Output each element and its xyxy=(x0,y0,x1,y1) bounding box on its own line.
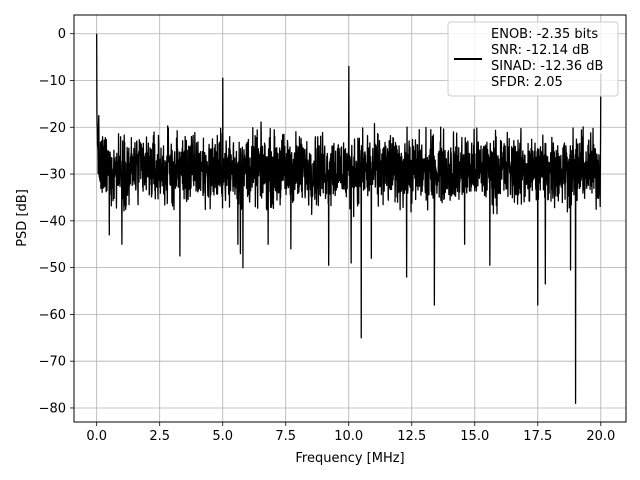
plot-frame xyxy=(73,14,627,423)
x-tick-label: 0.0 xyxy=(86,429,107,444)
x-tick-label: 5.0 xyxy=(212,429,233,444)
y-tick-label: −80 xyxy=(39,401,66,416)
psd-series xyxy=(96,33,602,404)
legend-entry-snr: SNR: -12.14 dB xyxy=(491,43,589,58)
legend-entry-enob: ENOB: -2.35 bits xyxy=(491,27,598,42)
x-tick-label: 15.0 xyxy=(460,429,489,444)
y-tick-label: −10 xyxy=(39,74,66,89)
x-tick-label: 7.5 xyxy=(275,429,296,444)
psd-series-line xyxy=(96,33,602,404)
x-tick-label: 12.5 xyxy=(397,429,426,444)
legend: ENOB: -2.35 bits SNR: -12.14 dB SINAD: -… xyxy=(447,21,619,97)
y-tick-label: −60 xyxy=(39,308,66,323)
y-tick-label: −20 xyxy=(39,121,66,136)
x-axis-label: Frequency [MHz] xyxy=(295,451,404,466)
y-tick-label: −70 xyxy=(39,355,66,370)
y-tick-label: −40 xyxy=(39,214,66,229)
x-tick-label: 10.0 xyxy=(334,429,363,444)
y-tick-label: 0 xyxy=(58,27,66,42)
y-tick-label: −30 xyxy=(39,168,66,183)
x-tick-label: 17.5 xyxy=(523,429,552,444)
y-axis-label: PSD [dB] xyxy=(15,189,30,247)
legend-box xyxy=(447,21,619,97)
legend-entry-sfdr: SFDR: 2.05 xyxy=(491,75,563,90)
legend-entry-sinad: SINAD: -12.36 dB xyxy=(491,59,603,74)
x-axis: 0.0 2.5 5.0 7.5 10.0 12.5 15.0 17.5 20.0 xyxy=(86,422,615,444)
x-tick-label: 20.0 xyxy=(586,429,615,444)
y-axis: 0 −10 −20 −30 −40 −50 −60 −70 −80 xyxy=(39,27,74,416)
y-tick-label: −50 xyxy=(39,261,66,276)
x-tick-label: 2.5 xyxy=(149,429,170,444)
